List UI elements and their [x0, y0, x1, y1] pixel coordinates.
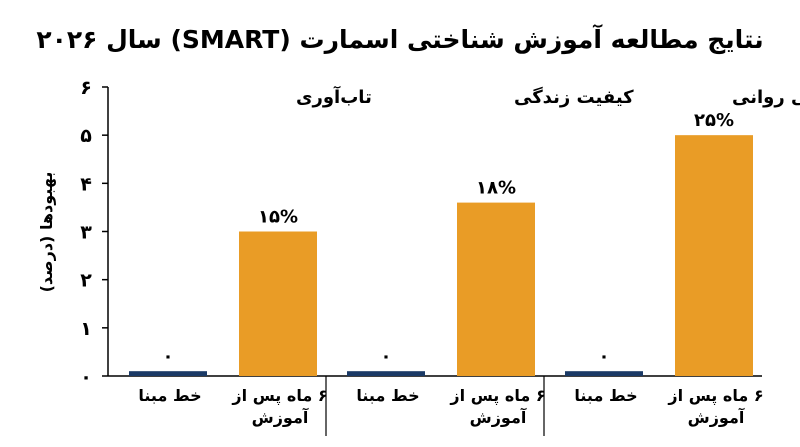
bar-baseline	[347, 371, 425, 376]
bar-baseline	[129, 371, 207, 376]
bar-after	[675, 135, 753, 376]
y-tick-label: ۲	[80, 270, 92, 292]
y-tick-label: ۰	[80, 366, 92, 388]
data-label: ۱۵%	[258, 207, 298, 228]
x-tick-label: خط مبنا	[574, 386, 637, 405]
x-tick-label: ۶ ماه پس از آموزش	[231, 386, 327, 427]
data-label: ۰	[381, 346, 392, 367]
x-tick-label: خط مبنا	[138, 386, 201, 405]
chart-title: نتایج مطالعه آموزش شناختی اسمارت (SMART)…	[36, 24, 763, 55]
y-axis-label: بهبودها (درصد)	[37, 172, 56, 293]
x-tick-label: خط مبنا	[356, 386, 419, 405]
panel-title: تاب‌آوری	[296, 85, 372, 108]
y-tick-label: ۴	[80, 173, 92, 195]
data-label: ۰	[163, 346, 174, 367]
x-tick-label: ۶ ماه پس از آموزش	[667, 386, 763, 427]
panel: تاب‌آوری ۰ ۱۵% خط مبنا ۶ ماه پس از آموزش	[129, 85, 372, 436]
data-label: ۱۸%	[476, 178, 516, 199]
panel: کیفیت زندگی ۰ ۱۸% خط مبنا ۶ ماه پس از آموزش	[347, 86, 634, 436]
bar-baseline	[565, 371, 643, 376]
bar-after	[239, 231, 317, 376]
bar-after	[457, 202, 535, 376]
y-tick-label: ۶	[80, 77, 92, 99]
panels: کاهش پریشانی روانی ۰ ۲۵% خط مبنا ۶ ماه پس از…	[129, 85, 800, 436]
y-tick-label: ۱	[80, 318, 92, 340]
data-label: ۲۵%	[694, 110, 734, 131]
data-label: ۰	[599, 346, 610, 367]
panel: کاهش پریشانی روانی ۰ ۲۵% خط مبنا ۶ ماه پس از…	[565, 87, 800, 427]
y-tick-label: ۳	[80, 222, 92, 244]
y-ticks: ۰ ۱ ۲ ۳ ۴ ۵ ۶	[80, 77, 108, 388]
y-tick-label: ۵	[80, 125, 92, 147]
x-tick-label: ۶ ماه پس از آموزش	[449, 386, 545, 427]
panel-title: کاهش پریشانی روانی	[732, 87, 800, 108]
panel-title: کیفیت زندگی	[514, 86, 634, 108]
